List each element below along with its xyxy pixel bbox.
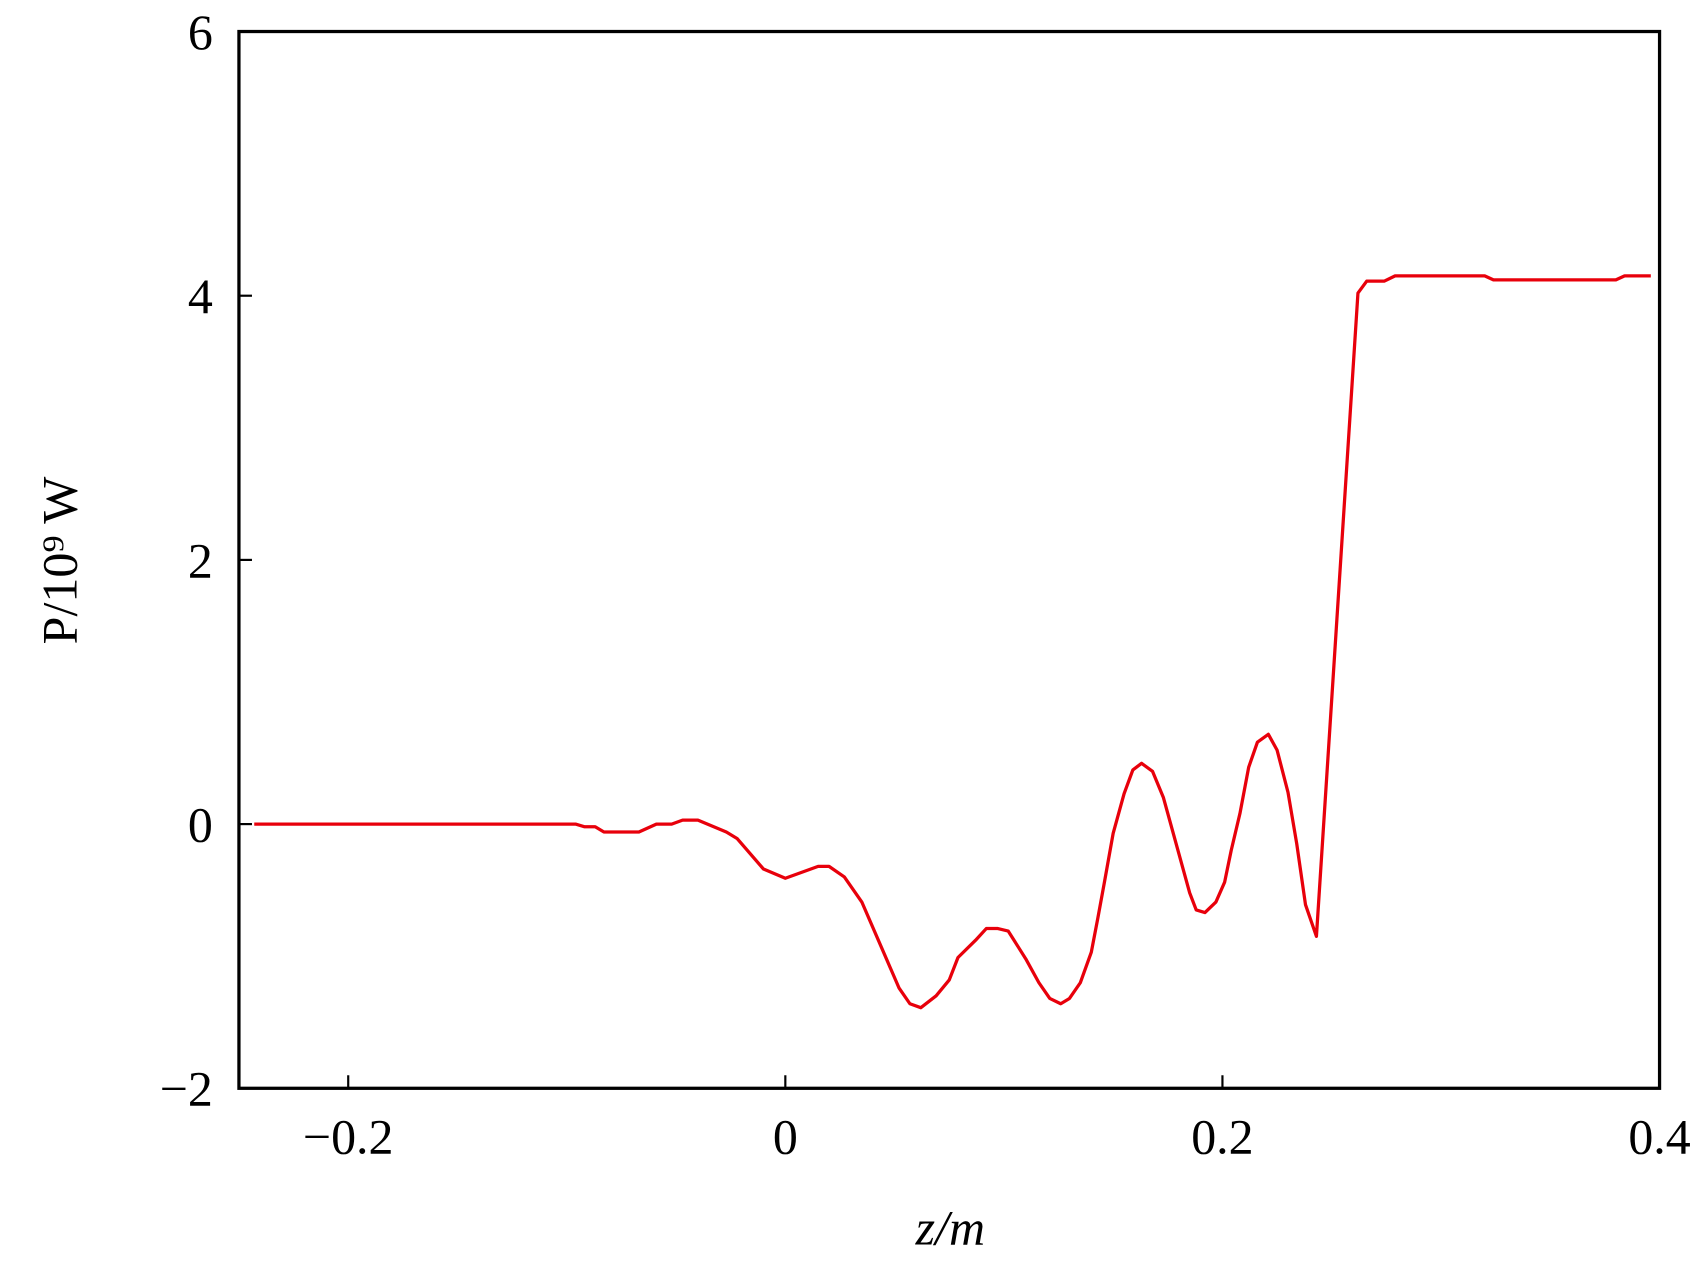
x-tick-label: 0.4 [1628, 1108, 1690, 1164]
y-tick-label: −2 [160, 1061, 213, 1117]
x-axis-label: z/m [915, 1200, 985, 1256]
x-tick-label: 0.2 [1191, 1108, 1253, 1164]
y-axis-label: P/10⁹ W [32, 476, 88, 645]
data-line [254, 274, 1651, 1010]
plot-frame [237, 29, 1662, 1090]
x-tick-label: 0 [773, 1108, 798, 1164]
y-tick-label: 6 [188, 4, 213, 60]
y-tick-label: 0 [188, 796, 213, 852]
x-tick-label: −0.2 [303, 1108, 394, 1164]
y-tick-label: 2 [188, 532, 213, 588]
y-tick-label: 4 [188, 268, 213, 324]
